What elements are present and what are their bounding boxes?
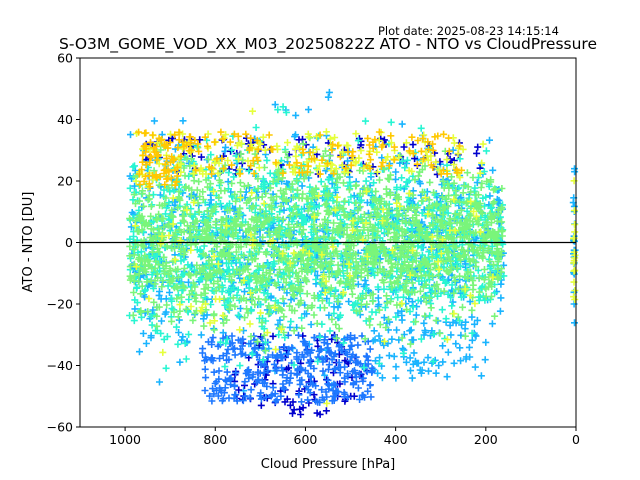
y-axis: −60 −40 −20 0 20 40 60 [47, 51, 80, 435]
y-axis-label: ATO - NTO [DU] [21, 192, 36, 293]
x-tick-label: 0 [572, 432, 580, 447]
y-tick-label: 60 [57, 51, 73, 66]
x-axis: 1000 800 600 400 200 0 [109, 427, 580, 447]
y-tick-label: 40 [57, 112, 73, 127]
x-tick-label: 400 [384, 432, 408, 447]
x-tick-label: 800 [203, 432, 227, 447]
y-tick-label: 20 [57, 174, 73, 189]
chart-title: S-O3M_GOME_VOD_XX_M03_20250822Z ATO - NT… [58, 35, 597, 53]
y-tick-label: 0 [65, 235, 73, 250]
scatter-series-orange [135, 128, 465, 191]
x-tick-label: 600 [294, 432, 318, 447]
y-tick-label: −20 [47, 297, 73, 312]
y-tick-label: −40 [47, 358, 73, 373]
plot-date-label: Plot date: 2025-08-23 14:15:14 [378, 24, 559, 38]
x-axis-label: Cloud Pressure [hPa] [261, 457, 396, 472]
y-tick-label: −60 [47, 420, 73, 435]
scatter-points [126, 88, 579, 418]
x-tick-label: 200 [474, 432, 498, 447]
scatter-series-blue [198, 331, 376, 406]
x-tick-label: 1000 [109, 432, 141, 447]
